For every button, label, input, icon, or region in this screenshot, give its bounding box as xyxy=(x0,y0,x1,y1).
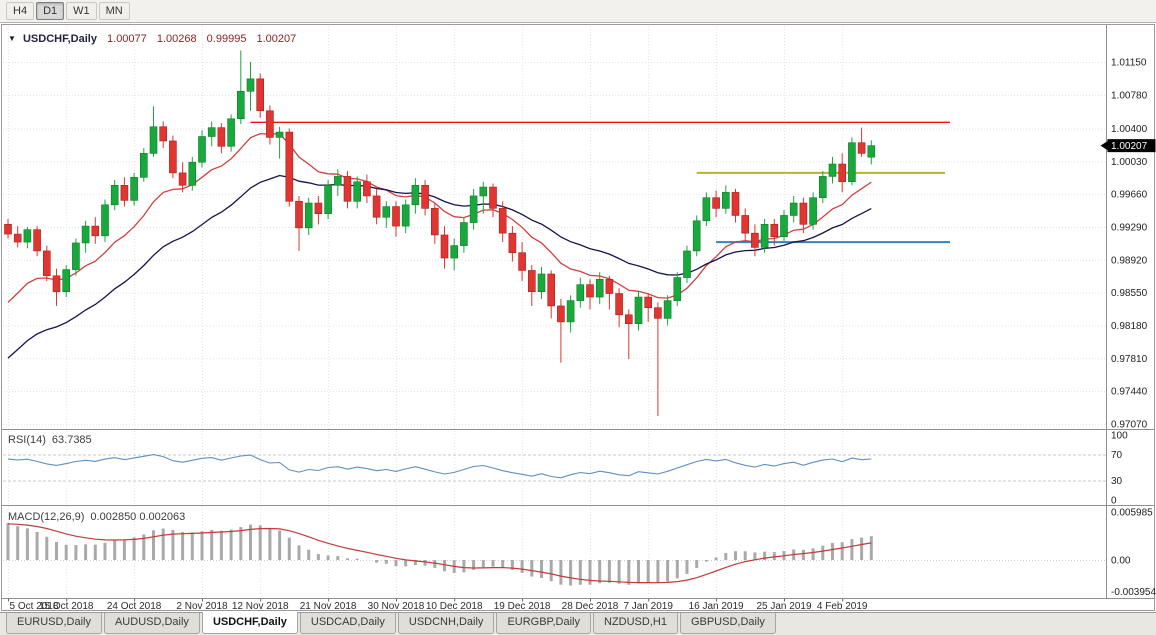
svg-text:16 Jan 2019: 16 Jan 2019 xyxy=(689,601,744,612)
svg-text:30 Nov 2018: 30 Nov 2018 xyxy=(368,601,425,612)
rsi-name: RSI(14) xyxy=(8,434,46,446)
current-price-tag: 1.00207 xyxy=(1100,139,1156,153)
svg-text:12 Nov 2018: 12 Nov 2018 xyxy=(232,601,289,612)
chart-canvas[interactable]: 1.01150 1.00780 1.00400 1.00030 0.99660 0.992… xyxy=(0,0,1156,612)
svg-text:0.97440: 0.97440 xyxy=(1111,387,1148,398)
svg-text:100: 100 xyxy=(1111,431,1128,442)
macd-value: 0.002850 0.002063 xyxy=(90,511,186,523)
ma-slow-line xyxy=(7,174,872,359)
high-value: 1.00268 xyxy=(156,33,197,45)
svg-text:24 Oct 2018: 24 Oct 2018 xyxy=(107,601,162,612)
svg-text:21 Nov 2018: 21 Nov 2018 xyxy=(300,601,357,612)
timeframe-h4-button[interactable]: H4 xyxy=(6,2,35,20)
svg-text:7 Jan 2019: 7 Jan 2019 xyxy=(623,601,673,612)
svg-text:28 Dec 2018: 28 Dec 2018 xyxy=(562,601,619,612)
svg-text:1.00207: 1.00207 xyxy=(1111,141,1148,152)
svg-text:1.00780: 1.00780 xyxy=(1111,90,1148,101)
tab-eurgbp-daily[interactable]: EURGBP,Daily xyxy=(496,613,591,634)
svg-text:1.00030: 1.00030 xyxy=(1111,157,1148,168)
svg-text:0: 0 xyxy=(1111,496,1117,507)
candlestick-series xyxy=(4,50,876,416)
svg-text:0.99660: 0.99660 xyxy=(1111,190,1148,201)
grid-layer xyxy=(3,26,1106,598)
svg-text:1.01150: 1.01150 xyxy=(1111,58,1147,69)
rsi-line xyxy=(7,454,872,479)
svg-text:0.99290: 0.99290 xyxy=(1111,222,1148,233)
chart-tabstrip: EURUSD,Daily AUDUSD,Daily USDCHF,Daily U… xyxy=(0,612,1156,635)
svg-text:0.97070: 0.97070 xyxy=(1111,419,1148,430)
symbol-label: USDCHF,Daily xyxy=(22,33,97,45)
svg-text:19 Dec 2018: 19 Dec 2018 xyxy=(494,601,551,612)
tab-eurusd-daily[interactable]: EURUSD,Daily xyxy=(6,613,102,634)
svg-text:0.97810: 0.97810 xyxy=(1111,354,1148,365)
tab-nzdusd-h1[interactable]: NZDUSD,H1 xyxy=(592,613,678,634)
open-value: 1.00077 xyxy=(107,33,147,45)
chart-header: ▼ USDCHF,Daily 1.00077 1.00268 0.99995 1… xyxy=(8,33,296,45)
tab-gbpusd-daily[interactable]: GBPUSD,Daily xyxy=(679,613,776,634)
tab-usdcad-daily[interactable]: USDCAD,Daily xyxy=(299,613,396,634)
svg-text:0.98920: 0.98920 xyxy=(1111,255,1148,266)
svg-text:-0.003954: -0.003954 xyxy=(1111,587,1156,598)
svg-text:2 Nov 2018: 2 Nov 2018 xyxy=(176,601,228,612)
svg-text:30: 30 xyxy=(1111,476,1123,487)
low-value: 0.99995 xyxy=(206,33,247,45)
macd-name: MACD(12,26,9) xyxy=(8,511,85,523)
svg-text:1.00400: 1.00400 xyxy=(1111,124,1148,135)
svg-text:5 Oct 2018: 5 Oct 2018 xyxy=(10,601,59,612)
svg-text:4 Feb 2019: 4 Feb 2019 xyxy=(817,601,868,612)
timeframe-mn-button[interactable]: MN xyxy=(98,2,130,20)
rsi-value: 63.7385 xyxy=(51,434,92,446)
svg-text:0.00: 0.00 xyxy=(1111,556,1131,567)
timeframe-w1-button[interactable]: W1 xyxy=(66,2,97,20)
ma-fast-line xyxy=(7,132,872,303)
macd-signal-line xyxy=(7,523,872,584)
svg-text:0.005985: 0.005985 xyxy=(1111,508,1153,519)
one-click-trading-arrow-icon[interactable]: ▼ xyxy=(8,34,16,43)
price-axis-labels: 1.01150 1.00780 1.00400 1.00030 0.99660 0.992… xyxy=(1111,58,1156,599)
rsi-pane-label: RSI(14) 63.7385 xyxy=(8,434,92,446)
svg-text:70: 70 xyxy=(1111,450,1123,461)
tab-audusd-daily[interactable]: AUDUSD,Daily xyxy=(103,613,200,634)
macd-pane-label: MACD(12,26,9) 0.002850 0.002063 xyxy=(8,511,185,523)
close-value: 1.00207 xyxy=(256,33,297,45)
tab-usdcnh-daily[interactable]: USDCNH,Daily xyxy=(397,613,495,634)
svg-text:15 Oct 2018: 15 Oct 2018 xyxy=(39,601,94,612)
svg-text:0.98550: 0.98550 xyxy=(1111,288,1148,299)
svg-text:10 Dec 2018: 10 Dec 2018 xyxy=(426,601,483,612)
svg-text:25 Jan 2019: 25 Jan 2019 xyxy=(756,601,811,612)
svg-text:0.98180: 0.98180 xyxy=(1111,321,1148,332)
timeframe-d1-button[interactable]: D1 xyxy=(36,2,65,20)
timeframe-toolbar: H4 D1 W1 MN xyxy=(0,0,1156,23)
tab-usdchf-daily[interactable]: USDCHF,Daily xyxy=(201,612,298,634)
